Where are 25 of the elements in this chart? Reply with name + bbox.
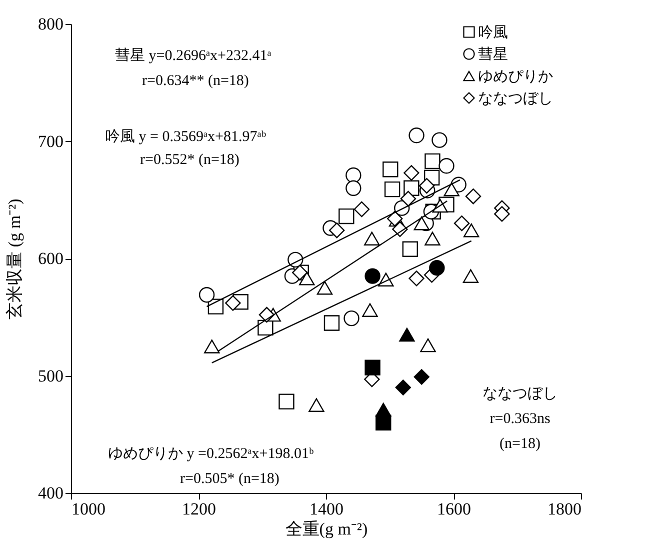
annotation: 吟風 y = 0.3569ᵃx+81.97ᵃᵇ xyxy=(105,128,266,145)
annotation: ゆめぴりか y =0.2562ᵃx+198.01ᵇ xyxy=(108,446,314,462)
legend-label: ななつぼし xyxy=(478,91,553,107)
legend-label: 彗星 xyxy=(478,46,508,63)
annotation: r=0.552* (n=18) xyxy=(140,152,240,168)
annotation: 彗星 y=0.2696ᵃx+232.41ᵃ xyxy=(115,47,272,64)
legend-label: 吟風 xyxy=(478,24,508,41)
y-tick-label: 600 xyxy=(38,249,64,268)
y-tick-label: 700 xyxy=(38,132,64,151)
x-tick-label: 1400 xyxy=(310,500,344,518)
y-tick-label: 800 xyxy=(38,14,64,34)
annotation: ななつぼし xyxy=(482,386,558,402)
x-tick-label: 1200 xyxy=(182,500,216,518)
annotation: r=0.634** (n=18) xyxy=(142,73,249,89)
x-tick-label: 1800 xyxy=(548,500,582,518)
x-tick-label: 1000 xyxy=(72,500,106,518)
annotation: r=0.363ns xyxy=(490,411,550,427)
y-axis-title: 玄米収量 (g m⁻²) xyxy=(5,198,24,320)
x-tick-label: 1600 xyxy=(437,500,471,518)
y-tick-label: 500 xyxy=(38,366,64,386)
y-tick-label: 400 xyxy=(38,484,64,502)
annotation: (n=18) xyxy=(500,436,540,452)
x-axis-title: 全重(g m⁻²) xyxy=(285,520,368,538)
legend-label: ゆめぴりか xyxy=(478,69,553,85)
annotation: r=0.505* (n=18) xyxy=(180,471,280,487)
